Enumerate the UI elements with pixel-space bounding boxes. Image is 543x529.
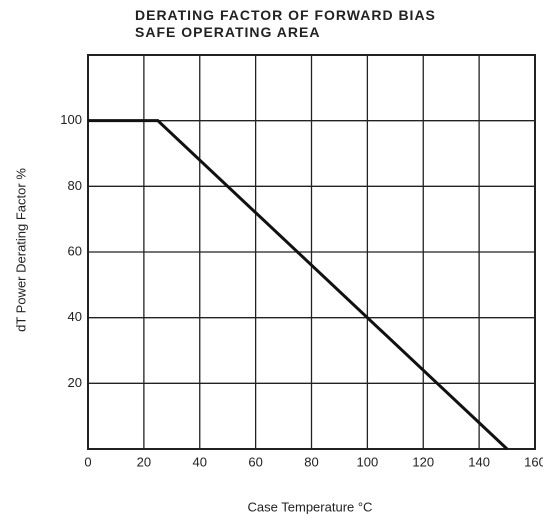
data-line	[88, 119, 509, 451]
y-tick-label: 60	[68, 243, 82, 258]
y-tick-label: 40	[68, 309, 82, 324]
x-tick-label: 80	[304, 454, 318, 469]
y-tick-label: 20	[68, 375, 82, 390]
x-tick-label: 140	[468, 454, 490, 469]
x-tick-label: 40	[193, 454, 207, 469]
x-tick-label: 60	[248, 454, 262, 469]
chart-title: SAFE OPERATING AREA	[135, 24, 320, 40]
x-tick-label: 120	[412, 454, 434, 469]
x-tick-label: 20	[137, 454, 151, 469]
x-tick-label: 160	[524, 454, 543, 469]
x-tick-label: 0	[84, 454, 91, 469]
y-tick-label: 100	[60, 112, 82, 127]
chart-title: DERATING FACTOR OF FORWARD BIAS	[135, 7, 436, 23]
x-tick-label: 100	[357, 454, 379, 469]
y-axis-label: dT Power Derating Factor %	[13, 168, 28, 332]
x-axis-label: Case Temperature °C	[248, 499, 373, 514]
y-tick-label: 80	[68, 178, 82, 193]
